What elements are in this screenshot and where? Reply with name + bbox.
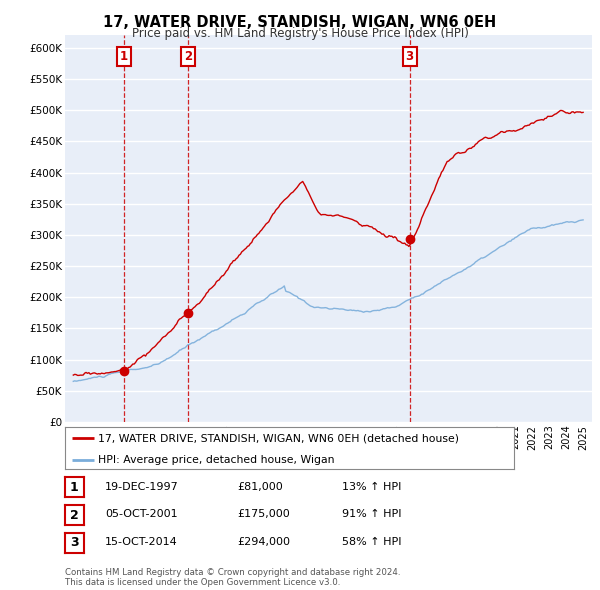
Text: 3: 3 [406,50,413,63]
Text: Contains HM Land Registry data © Crown copyright and database right 2024.
This d: Contains HM Land Registry data © Crown c… [65,568,400,587]
Text: 2: 2 [184,50,193,63]
Text: 13% ↑ HPI: 13% ↑ HPI [342,482,401,491]
Text: 17, WATER DRIVE, STANDISH, WIGAN, WN6 0EH: 17, WATER DRIVE, STANDISH, WIGAN, WN6 0E… [103,15,497,30]
Text: 2: 2 [70,509,79,522]
Text: £175,000: £175,000 [237,510,290,519]
Text: £294,000: £294,000 [237,537,290,547]
Text: 19-DEC-1997: 19-DEC-1997 [105,482,179,491]
Text: 05-OCT-2001: 05-OCT-2001 [105,510,178,519]
Text: Price paid vs. HM Land Registry's House Price Index (HPI): Price paid vs. HM Land Registry's House … [131,27,469,40]
Text: 91% ↑ HPI: 91% ↑ HPI [342,510,401,519]
Text: HPI: Average price, detached house, Wigan: HPI: Average price, detached house, Wiga… [98,455,335,465]
Text: 58% ↑ HPI: 58% ↑ HPI [342,537,401,547]
Text: 15-OCT-2014: 15-OCT-2014 [105,537,178,547]
Text: 3: 3 [70,536,79,549]
Text: £81,000: £81,000 [237,482,283,491]
Text: 1: 1 [70,481,79,494]
Text: 17, WATER DRIVE, STANDISH, WIGAN, WN6 0EH (detached house): 17, WATER DRIVE, STANDISH, WIGAN, WN6 0E… [98,434,460,444]
Text: 1: 1 [120,50,128,63]
